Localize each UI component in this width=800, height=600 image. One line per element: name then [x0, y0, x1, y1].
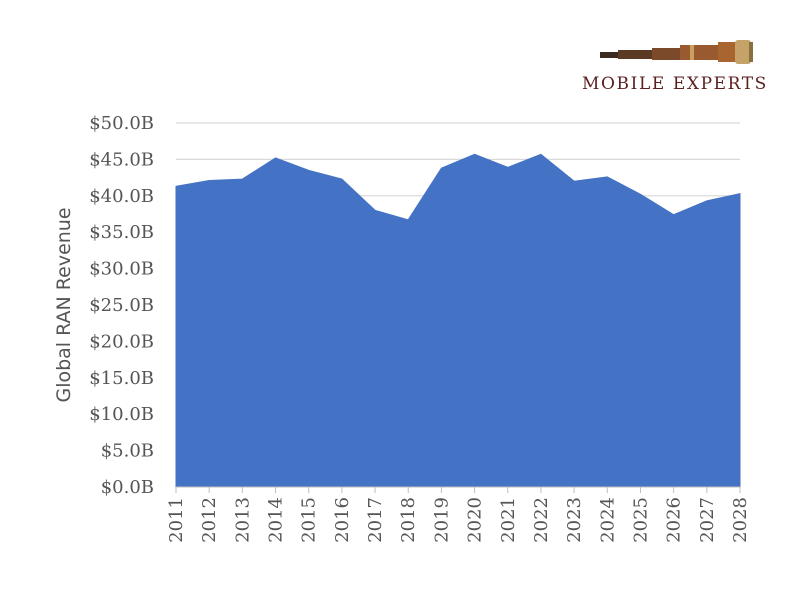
y-axis-title: Global RAN Revenue: [53, 207, 75, 402]
x-tick-marks: [175, 487, 741, 493]
x-tick-label: 2020: [465, 497, 486, 543]
x-tick-label: 2024: [597, 497, 618, 543]
x-tick-label: 2022: [531, 497, 552, 543]
brand-name: MOBILE EXPERTS: [582, 74, 768, 94]
area-series: [175, 153, 741, 488]
x-tick-label: 2025: [630, 497, 651, 543]
x-tick-labels: 2011 2012 2013 2014 2015 2016 2017 2018 2019 2020…: [166, 497, 751, 543]
x-tick-label: 2018: [398, 497, 419, 543]
y-tick-label: $50.0B: [89, 113, 154, 134]
telescope-icon: [600, 40, 753, 64]
x-tick-label: 2015: [299, 497, 320, 543]
x-tick-label: 2021: [498, 497, 519, 543]
x-tick-label: 2011: [166, 497, 187, 543]
x-tick-label: 2019: [431, 497, 452, 543]
y-tick-label: $30.0B: [89, 259, 154, 280]
x-tick-label: 2016: [332, 497, 353, 543]
y-tick-label: $45.0B: [89, 149, 154, 170]
x-tick-label: 2013: [232, 497, 253, 543]
y-tick-label: $35.0B: [89, 222, 154, 243]
x-tick-label: 2014: [266, 497, 287, 543]
y-tick-label: $25.0B: [89, 295, 154, 316]
y-tick-label: $10.0B: [89, 404, 154, 425]
y-tick-labels: $0.0B $5.0B $10.0B $15.0B $20.0B $25.0B $30.0B…: [89, 113, 154, 498]
x-tick-label: 2026: [664, 497, 685, 543]
y-tick-label: $0.0B: [101, 477, 154, 498]
x-tick-label: 2027: [697, 497, 718, 543]
y-tick-label: $15.0B: [89, 368, 154, 389]
y-tick-label: $40.0B: [89, 186, 154, 207]
x-tick-label: 2028: [730, 497, 751, 543]
x-tick-label: 2017: [365, 497, 386, 543]
x-tick-label: 2012: [199, 497, 220, 543]
y-tick-label: $5.0B: [101, 441, 154, 462]
x-tick-label: 2023: [564, 497, 585, 543]
y-tick-label: $20.0B: [89, 331, 154, 352]
